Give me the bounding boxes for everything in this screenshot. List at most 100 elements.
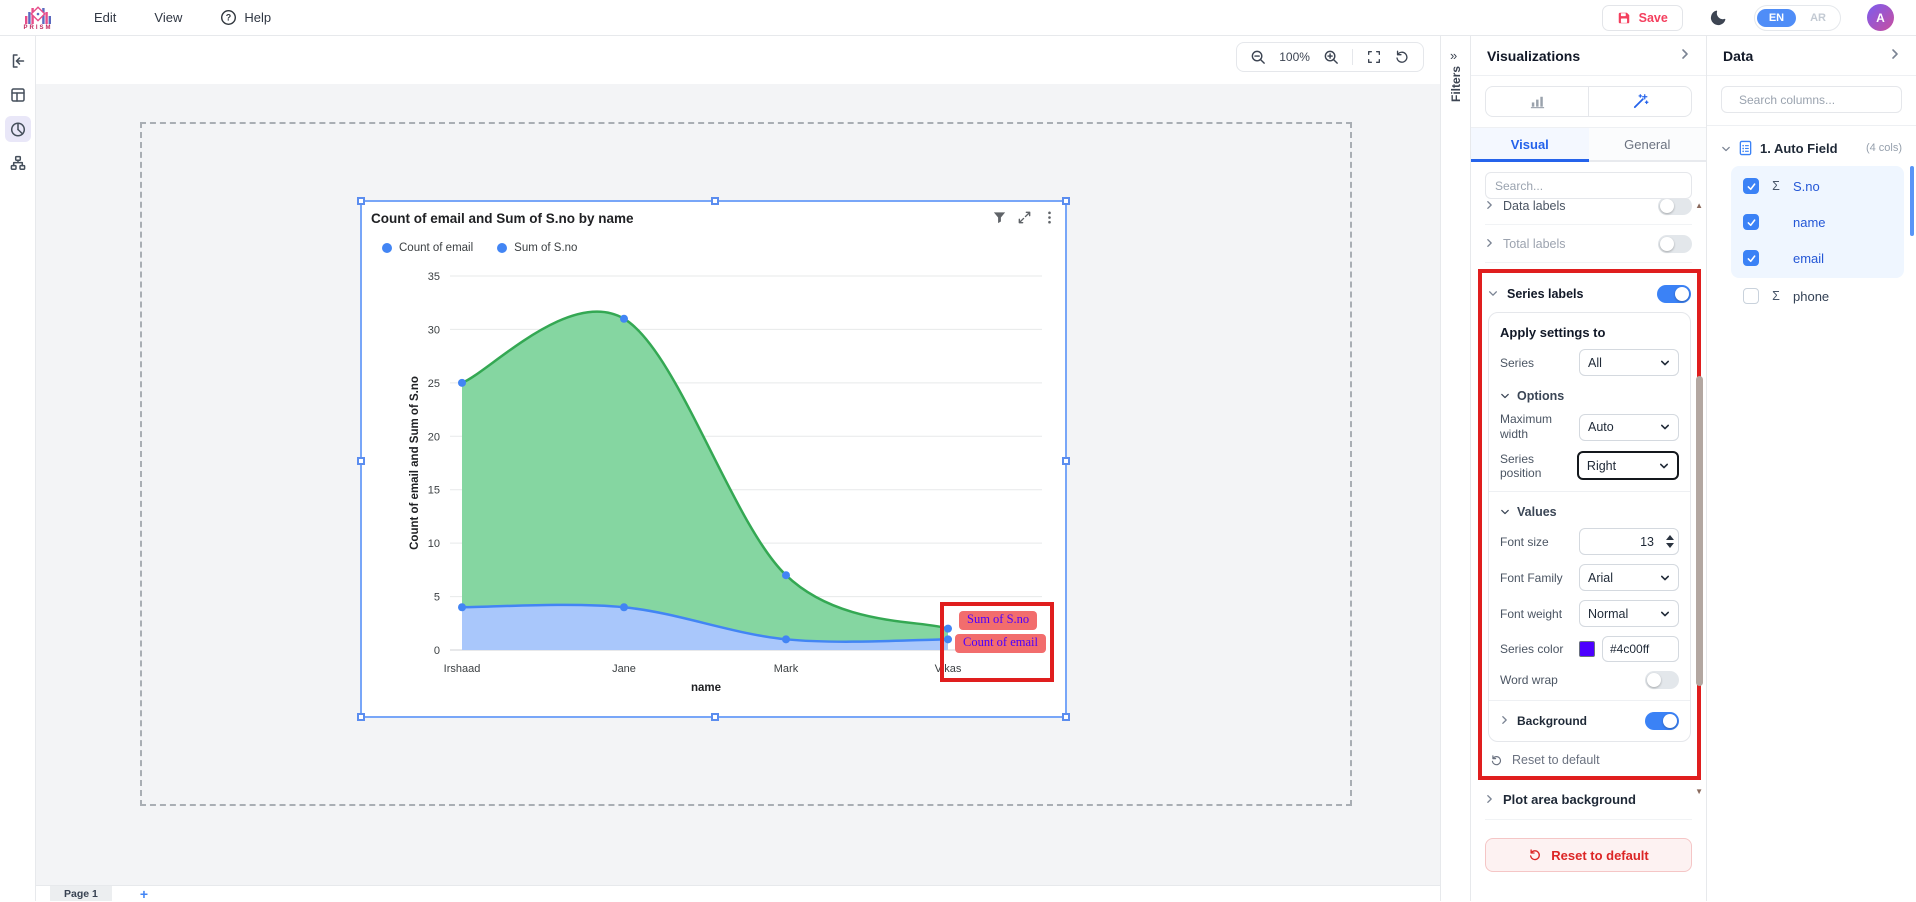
data-panel-header: Data [1707,36,1916,76]
resize-handle-n[interactable] [711,197,719,205]
zoom-out-button[interactable] [1250,49,1267,66]
background-label: Background [1517,714,1587,728]
step-down-icon[interactable] [1666,543,1674,548]
chevron-right-icon [1485,199,1494,213]
fullscreen-button[interactable] [1366,49,1382,65]
chevron-down-icon [1659,459,1669,473]
reset-rotate-icon [1528,848,1542,862]
panel-scrollbar-thumb[interactable] [1696,376,1703,686]
max-width-select[interactable]: Auto [1579,414,1679,441]
columns-search[interactable] [1721,86,1902,113]
font-family-select[interactable]: Arial [1579,564,1679,591]
background-row[interactable]: Background [1500,712,1679,730]
resize-handle-ne[interactable] [1062,197,1070,205]
dark-mode-toggle[interactable] [1709,8,1728,27]
legend-dot-icon [497,243,507,253]
resize-handle-s[interactable] [711,713,719,721]
sidebar-item-hierarchy[interactable] [5,150,31,176]
stepper-arrows[interactable] [1661,535,1678,548]
chart-expand-button[interactable] [1017,210,1032,225]
svg-text:0: 0 [434,645,440,657]
svg-text:20: 20 [428,431,440,443]
svg-text:10: 10 [428,538,440,550]
resize-handle-nw[interactable] [357,197,365,205]
values-section-header[interactable]: Values [1500,505,1679,519]
collapse-sidebar-button[interactable] [5,48,31,74]
field-row-name[interactable]: name [1731,204,1904,240]
color-swatch[interactable] [1579,641,1595,657]
panel-collapse-button[interactable] [1680,47,1690,65]
reset-link-label: Reset to default [1512,753,1600,767]
menu-view[interactable]: View [154,10,182,25]
format-styles-tab[interactable] [1588,87,1691,116]
options-section-header[interactable]: Options [1500,389,1679,403]
series-position-value: Right [1587,459,1616,473]
tab-visual[interactable]: Visual [1471,128,1589,160]
lang-en[interactable]: EN [1757,9,1796,27]
filters-label[interactable]: Filters [1449,66,1463,102]
sidebar-item-charts[interactable] [5,116,31,142]
scrollbar-up-arrow[interactable]: ▲ [1695,202,1703,210]
checkbox-checked[interactable] [1743,214,1759,230]
series-labels-toggle[interactable] [1657,285,1691,303]
sigma-icon: Σ [1769,289,1783,303]
chart-menu-button[interactable] [1042,210,1057,225]
reset-section-link[interactable]: Reset to default [1490,753,1689,767]
field-row-email[interactable]: email [1731,240,1904,276]
field-row-sno[interactable]: Σ S.no [1731,168,1904,204]
tab-general[interactable]: General [1589,128,1707,160]
chevron-right-icon [1485,792,1494,807]
data-labels-toggle[interactable] [1658,199,1692,215]
save-label: Save [1639,11,1668,25]
setting-row-series-labels[interactable]: Series labels [1488,275,1691,312]
reset-view-button[interactable] [1394,49,1410,65]
data-panel-scrollbar-thumb[interactable] [1910,166,1914,236]
panel-collapse-button[interactable] [1890,47,1900,65]
zoom-in-button[interactable] [1323,49,1340,66]
setting-row-total-labels[interactable]: Total labels [1485,226,1692,263]
resize-handle-w[interactable] [357,457,365,465]
resize-handle-e[interactable] [1062,457,1070,465]
chevron-down-icon [1660,571,1670,585]
total-labels-toggle[interactable] [1658,235,1692,253]
dataset-row[interactable]: 1. Auto Field (4 cols) [1719,126,1904,166]
user-avatar[interactable]: A [1867,4,1894,31]
series-select[interactable]: All [1579,349,1679,376]
page-tab[interactable]: Page 1 [50,886,112,901]
save-button[interactable]: Save [1602,5,1683,31]
filters-collapse-icon[interactable]: » [1450,48,1457,63]
setting-label: Data labels [1503,199,1649,213]
settings-search[interactable] [1485,172,1692,199]
resize-handle-se[interactable] [1062,713,1070,721]
field-name: email [1793,251,1824,266]
checkbox-unchecked[interactable] [1743,288,1759,304]
settings-search-input[interactable] [1495,179,1682,193]
menu-help[interactable]: ? Help [220,9,271,26]
resize-handle-sw[interactable] [357,713,365,721]
lang-ar[interactable]: AR [1798,9,1838,27]
chart-type-tab[interactable] [1486,87,1588,116]
menu-edit[interactable]: Edit [94,10,116,25]
word-wrap-toggle[interactable] [1645,671,1679,689]
sidebar-item-layout[interactable] [5,82,31,108]
field-row-phone[interactable]: Σ phone [1731,278,1904,314]
plot-area-background-row[interactable]: Plot area background [1485,780,1692,820]
step-up-icon[interactable] [1666,535,1674,540]
series-position-label: Series position [1500,452,1577,480]
reset-to-default-button[interactable]: Reset to default [1485,838,1692,872]
add-page-button[interactable]: + [140,887,148,901]
font-size-stepper[interactable]: 13 [1579,528,1679,555]
columns-search-input[interactable] [1739,93,1894,107]
chart-filter-button[interactable] [992,210,1007,225]
series-color-input[interactable] [1602,636,1679,662]
checkbox-checked[interactable] [1743,178,1759,194]
font-weight-select[interactable]: Normal [1579,600,1679,627]
checkbox-checked[interactable] [1743,250,1759,266]
scrollbar-down-arrow[interactable]: ▼ [1695,788,1703,796]
series-labels-settings-card: Apply settings to Series All Options [1488,312,1691,742]
series-position-select[interactable]: Right [1577,451,1679,480]
setting-row-data-labels[interactable]: Data labels [1485,199,1692,225]
background-toggle[interactable] [1645,712,1679,730]
